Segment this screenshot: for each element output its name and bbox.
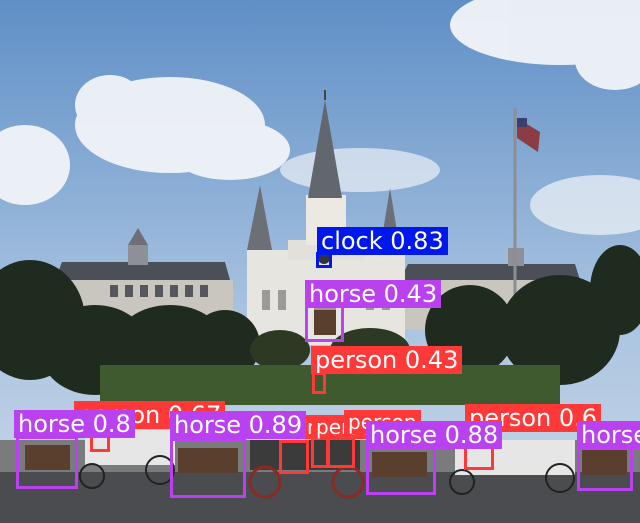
detection-label-horse: horse 0.8 [14, 410, 135, 438]
detection-box-horse [16, 436, 78, 489]
detection-label-horse: horse 0.88 [366, 421, 503, 449]
horses [25, 310, 627, 477]
detection-label-clock: clock 0.83 [317, 227, 448, 255]
detection-box-person [327, 437, 355, 468]
detection-label-horse: horse [577, 421, 640, 449]
detection-label-horse: horse 0.89 [170, 411, 307, 439]
detection-box-horse [170, 438, 246, 498]
detection-label-person: person 0.43 [311, 346, 463, 374]
detection-box-person [279, 440, 309, 474]
detection-label-horse: horse 0.43 [305, 280, 442, 308]
detection-box-person [312, 372, 326, 394]
trees [0, 245, 640, 395]
detection-box-horse [577, 443, 633, 491]
detection-box-horse [366, 443, 436, 495]
detection-box-horse [305, 303, 344, 342]
street [0, 470, 640, 523]
